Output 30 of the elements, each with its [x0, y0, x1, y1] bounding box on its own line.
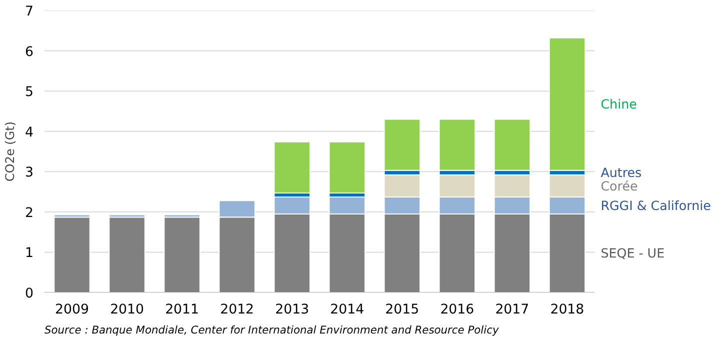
series-label: Corée	[600, 178, 638, 194]
x-tick-label: 2012	[220, 302, 254, 318]
x-tick-label: 2011	[165, 302, 200, 318]
series-label: Chine	[600, 96, 638, 112]
y-tick-label: 3	[25, 166, 34, 181]
x-tick-label: 2013	[275, 302, 310, 318]
bar	[328, 141, 366, 194]
series-label: Autres	[600, 165, 642, 180]
y-tick-label: 1	[25, 246, 34, 262]
x-tick-label: 2014	[330, 302, 364, 318]
y-tick-label: 0	[25, 286, 34, 302]
source-note: Source : Banque Mondiale, Center for International Environment and Resource Policy	[44, 324, 500, 336]
x-tick-label: 2010	[110, 302, 144, 318]
bar	[54, 216, 90, 292]
series-label: RGGI & Californie	[600, 198, 712, 213]
y-tick-label: 5	[25, 85, 34, 100]
bar	[164, 216, 200, 292]
x-tick-label: 2017	[495, 302, 530, 318]
y-tick-label: 4	[25, 125, 34, 140]
bar	[274, 141, 310, 194]
x-tick-label: 2015	[385, 302, 420, 318]
y-tick-label: 6	[25, 44, 34, 60]
y-tick-label: 2	[25, 206, 34, 221]
x-tick-label: 2009	[55, 302, 89, 318]
bar	[108, 216, 146, 292]
series-label: SEQE - UE	[600, 246, 665, 261]
x-tick-label: 2018	[550, 302, 584, 318]
y-tick-label: 7	[25, 4, 34, 20]
x-tick-label: 2016	[440, 302, 474, 318]
y-axis-title: CO2e (Gt)	[3, 121, 18, 182]
